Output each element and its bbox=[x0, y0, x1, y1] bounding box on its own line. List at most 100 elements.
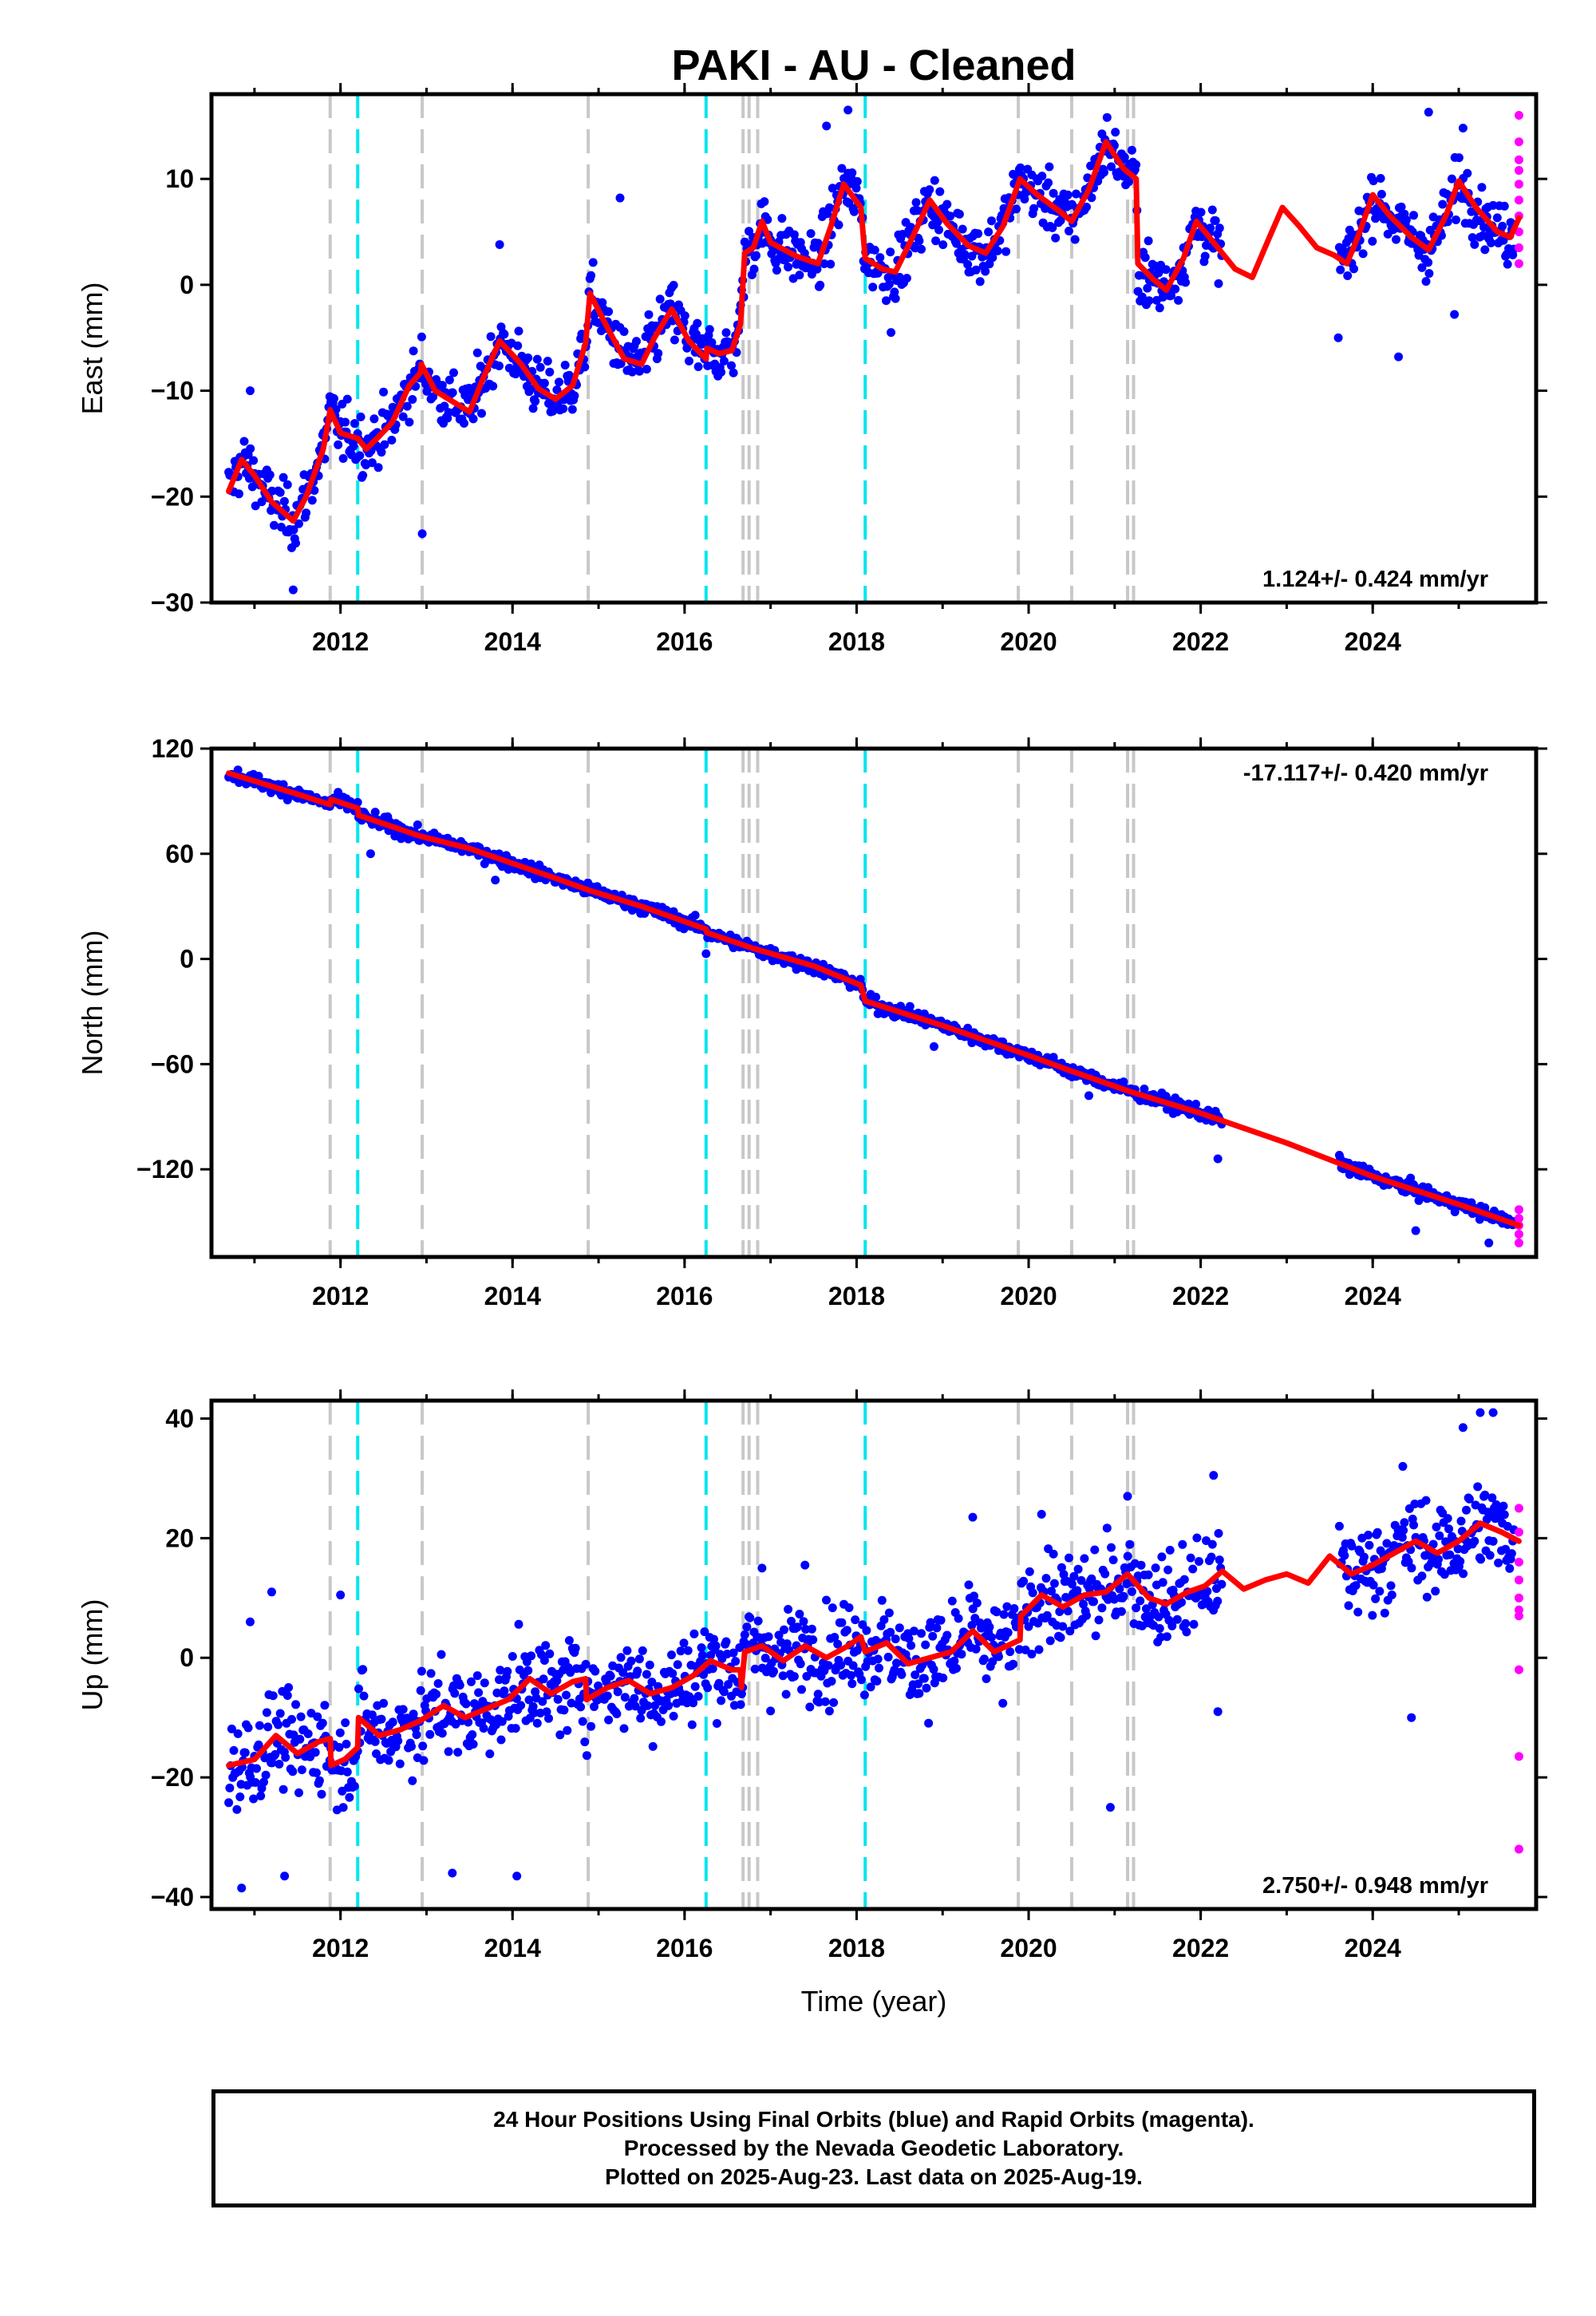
final-orbit-point bbox=[630, 1701, 640, 1711]
final-orbit-point bbox=[1438, 200, 1448, 209]
final-orbit-point bbox=[633, 1666, 642, 1676]
final-orbit-point bbox=[644, 310, 654, 319]
final-orbit-point bbox=[402, 1713, 412, 1723]
final-orbit-point bbox=[497, 1717, 507, 1726]
final-orbit-point bbox=[950, 1656, 959, 1666]
final-orbit-point bbox=[938, 1674, 948, 1682]
x-tick-label: 2014 bbox=[484, 1282, 541, 1310]
final-orbit-point bbox=[1174, 295, 1183, 305]
final-orbit-point bbox=[884, 279, 894, 289]
final-orbit-point bbox=[1132, 1603, 1141, 1613]
final-orbit-point bbox=[922, 1683, 931, 1693]
plot-area-east bbox=[224, 94, 1523, 603]
final-orbit-point bbox=[1373, 1528, 1382, 1537]
final-orbit-point bbox=[1181, 278, 1191, 287]
final-orbit-point bbox=[1424, 269, 1434, 279]
final-orbit-point bbox=[1045, 162, 1054, 172]
final-orbit-point bbox=[700, 1627, 709, 1637]
final-orbit-point bbox=[1443, 1514, 1452, 1524]
final-orbit-point bbox=[1213, 1596, 1223, 1606]
y-tick-label: 20 bbox=[165, 1524, 194, 1552]
panel-north: −120 −60 0 60 120 2012 2014 2016 2018 2020 2022 202… bbox=[76, 734, 1547, 1310]
final-orbit-point bbox=[827, 1677, 836, 1686]
final-orbit-point bbox=[820, 1697, 830, 1706]
final-orbit-point bbox=[800, 1560, 810, 1570]
final-orbit-point bbox=[985, 1622, 994, 1632]
final-orbit-point bbox=[999, 1610, 1009, 1619]
final-orbit-point bbox=[262, 1708, 271, 1717]
final-orbit-point bbox=[1444, 1524, 1453, 1534]
final-orbit-point bbox=[317, 1789, 326, 1799]
final-orbit-point bbox=[1069, 1571, 1079, 1581]
final-orbit-point bbox=[581, 1659, 591, 1669]
final-orbit-point bbox=[341, 417, 350, 427]
final-orbit-point bbox=[444, 375, 454, 385]
final-orbit-point bbox=[461, 1699, 471, 1709]
final-orbit-point bbox=[312, 1768, 321, 1777]
final-orbit-point bbox=[897, 1670, 907, 1679]
final-orbit-point bbox=[1154, 268, 1163, 278]
final-orbit-point bbox=[1048, 223, 1057, 232]
final-orbit-point bbox=[1136, 1596, 1145, 1606]
final-orbit-point bbox=[472, 348, 482, 358]
final-orbit-point bbox=[256, 1791, 266, 1800]
y-axis-label: East (mm) bbox=[76, 283, 109, 415]
final-orbit-point bbox=[919, 1009, 929, 1018]
final-orbit-point bbox=[1041, 1574, 1051, 1583]
final-orbit-point bbox=[365, 849, 375, 859]
final-orbit-point bbox=[1501, 1544, 1511, 1554]
final-orbit-point bbox=[612, 1709, 622, 1718]
final-orbit-point bbox=[911, 198, 921, 207]
final-orbit-point bbox=[1080, 1554, 1089, 1563]
final-orbit-point bbox=[246, 444, 255, 453]
final-orbit-point bbox=[648, 1741, 658, 1751]
final-orbit-point bbox=[947, 1596, 957, 1606]
x-tick-label: 2018 bbox=[828, 1282, 885, 1310]
final-orbit-point bbox=[249, 456, 259, 465]
model-fit-line bbox=[226, 139, 1522, 524]
final-orbit-point bbox=[890, 287, 899, 297]
rapid-orbit-point bbox=[1514, 1229, 1523, 1239]
final-orbit-point bbox=[531, 397, 540, 406]
final-orbit-point bbox=[942, 200, 952, 209]
final-orbit-point bbox=[588, 258, 598, 267]
final-orbit-point bbox=[1507, 1549, 1516, 1559]
final-orbit-point bbox=[1203, 1587, 1212, 1596]
final-orbit-point bbox=[263, 1722, 273, 1732]
plot-area-north bbox=[224, 749, 1523, 1257]
final-orbit-point bbox=[1044, 178, 1053, 188]
final-orbit-point bbox=[915, 236, 924, 246]
final-orbit-point bbox=[643, 1701, 653, 1710]
final-orbit-point bbox=[398, 1705, 408, 1714]
final-orbit-point bbox=[512, 1871, 522, 1881]
final-orbit-point bbox=[689, 1698, 698, 1708]
final-orbit-point bbox=[1100, 1569, 1110, 1579]
final-orbit-point bbox=[233, 1729, 243, 1738]
final-orbit-point bbox=[453, 1748, 463, 1757]
final-orbit-point bbox=[777, 214, 787, 223]
final-orbit-point bbox=[1206, 223, 1215, 233]
final-orbit-point bbox=[1503, 259, 1512, 269]
panels-group: −30 −20 −10 0 10 2012 2014 2016 2018 2020 2022 2024… bbox=[76, 83, 1547, 1962]
final-orbit-point bbox=[1470, 1536, 1479, 1546]
rapid-orbit-point bbox=[1514, 155, 1523, 164]
final-orbit-point bbox=[587, 271, 596, 280]
final-orbit-point bbox=[917, 1629, 926, 1638]
rapid-orbit-point bbox=[1514, 1528, 1523, 1537]
final-orbit-point bbox=[1132, 160, 1141, 169]
final-orbit-point bbox=[282, 1691, 292, 1700]
final-orbit-point bbox=[926, 1618, 935, 1627]
final-orbit-point bbox=[243, 1723, 253, 1733]
final-orbit-point bbox=[1386, 1581, 1396, 1591]
final-orbit-point bbox=[837, 1618, 847, 1627]
final-orbit-point bbox=[1200, 251, 1210, 261]
final-orbit-point bbox=[528, 404, 538, 413]
final-orbit-point bbox=[350, 419, 359, 429]
final-orbit-point bbox=[843, 105, 853, 115]
final-orbit-point bbox=[444, 1747, 453, 1757]
panel-frame bbox=[209, 746, 1539, 1259]
x-tick-label: 2014 bbox=[484, 627, 541, 656]
final-orbit-point bbox=[227, 1724, 236, 1733]
final-orbit-point bbox=[449, 368, 458, 377]
final-orbit-point bbox=[1421, 277, 1431, 287]
